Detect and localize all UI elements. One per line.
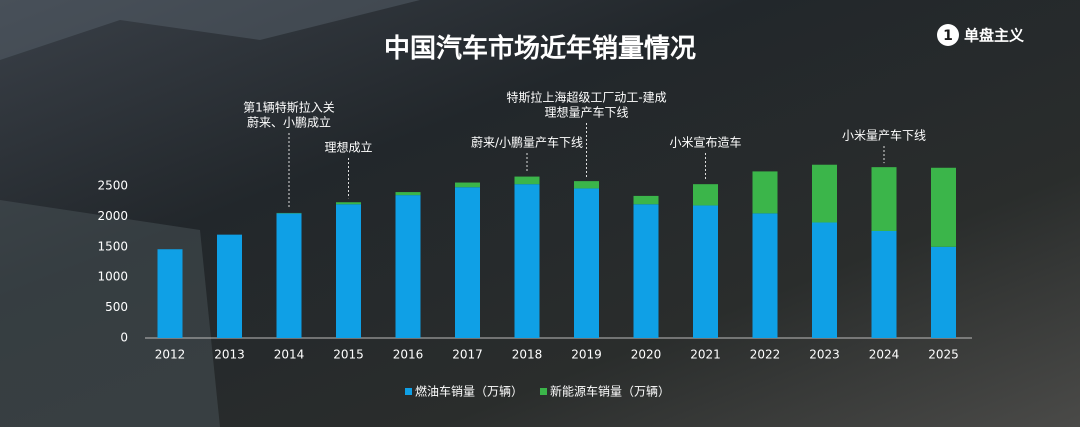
x-tick-label: 2023: [809, 348, 840, 362]
bar-segment: [396, 192, 421, 195]
bar-segment: [872, 231, 897, 338]
bar-segment: [158, 249, 183, 338]
y-tick-label: 0: [120, 331, 128, 345]
bar-segment: [277, 213, 302, 338]
logo-mark: 1: [943, 28, 953, 44]
bar-segment: [812, 222, 837, 338]
x-tick-label: 2016: [393, 348, 424, 362]
annotation-text: 第1辆特斯拉入关: [243, 100, 335, 115]
legend-label: 燃油车销量（万辆）: [415, 384, 523, 399]
bar-segment: [336, 202, 361, 204]
bar-segment: [693, 184, 718, 205]
x-tick-label: 2020: [631, 348, 662, 362]
x-tick-label: 2024: [869, 348, 900, 362]
bar-segment: [515, 184, 540, 338]
y-tick-label: 2500: [97, 179, 128, 193]
x-tick-label: 2019: [571, 348, 602, 362]
y-tick-label: 1000: [97, 270, 128, 284]
bar-segment: [634, 196, 659, 204]
annotation-text: 蔚来/小鹏量产车下线: [471, 135, 583, 150]
bar-segment: [931, 247, 956, 338]
chart-title: 中国汽车市场近年销量情况: [384, 33, 696, 64]
bar-segment: [396, 195, 421, 338]
x-tick-label: 2018: [512, 348, 543, 362]
bar-segment: [812, 165, 837, 223]
annotation-text: 特斯拉上海超级工厂动工-建成: [506, 90, 666, 105]
annotation-text: 理想成立: [324, 140, 372, 155]
legend-label: 新能源车销量（万辆）: [550, 384, 670, 399]
annotation-text: 蔚来、小鹏成立: [247, 115, 331, 130]
y-tick-label: 1500: [97, 239, 128, 253]
bar-segment: [753, 213, 778, 338]
logo-text: 单盘主义: [964, 27, 1024, 45]
legend-swatch: [405, 388, 412, 395]
x-tick-label: 2021: [690, 348, 721, 362]
bar-segment: [931, 168, 956, 247]
annotation-text: 小米量产车下线: [842, 128, 926, 143]
bar-segment: [693, 205, 718, 338]
bar-segment: [217, 235, 242, 338]
annotation-text: 理想量产车下线: [544, 105, 628, 120]
bar-segment: [455, 183, 480, 188]
bar-segment: [574, 181, 599, 188]
y-tick-label: 2000: [97, 209, 128, 223]
bar-segment: [753, 171, 778, 213]
annotation-text: 小米宣布造车: [669, 135, 741, 150]
bar-segment: [872, 167, 897, 231]
bar-segment: [634, 204, 659, 338]
bar-segment: [336, 204, 361, 338]
bar-segment: [574, 188, 599, 338]
x-tick-label: 2017: [452, 348, 483, 362]
y-tick-label: 500: [105, 300, 128, 314]
bar-segment: [515, 177, 540, 185]
x-tick-label: 2013: [214, 348, 245, 362]
x-tick-label: 2022: [750, 348, 781, 362]
bar-segment: [455, 187, 480, 338]
x-tick-label: 2014: [274, 348, 305, 362]
x-tick-label: 2012: [155, 348, 186, 362]
x-tick-label: 2025: [928, 348, 959, 362]
x-tick-label: 2015: [333, 348, 364, 362]
legend-swatch: [540, 388, 547, 395]
